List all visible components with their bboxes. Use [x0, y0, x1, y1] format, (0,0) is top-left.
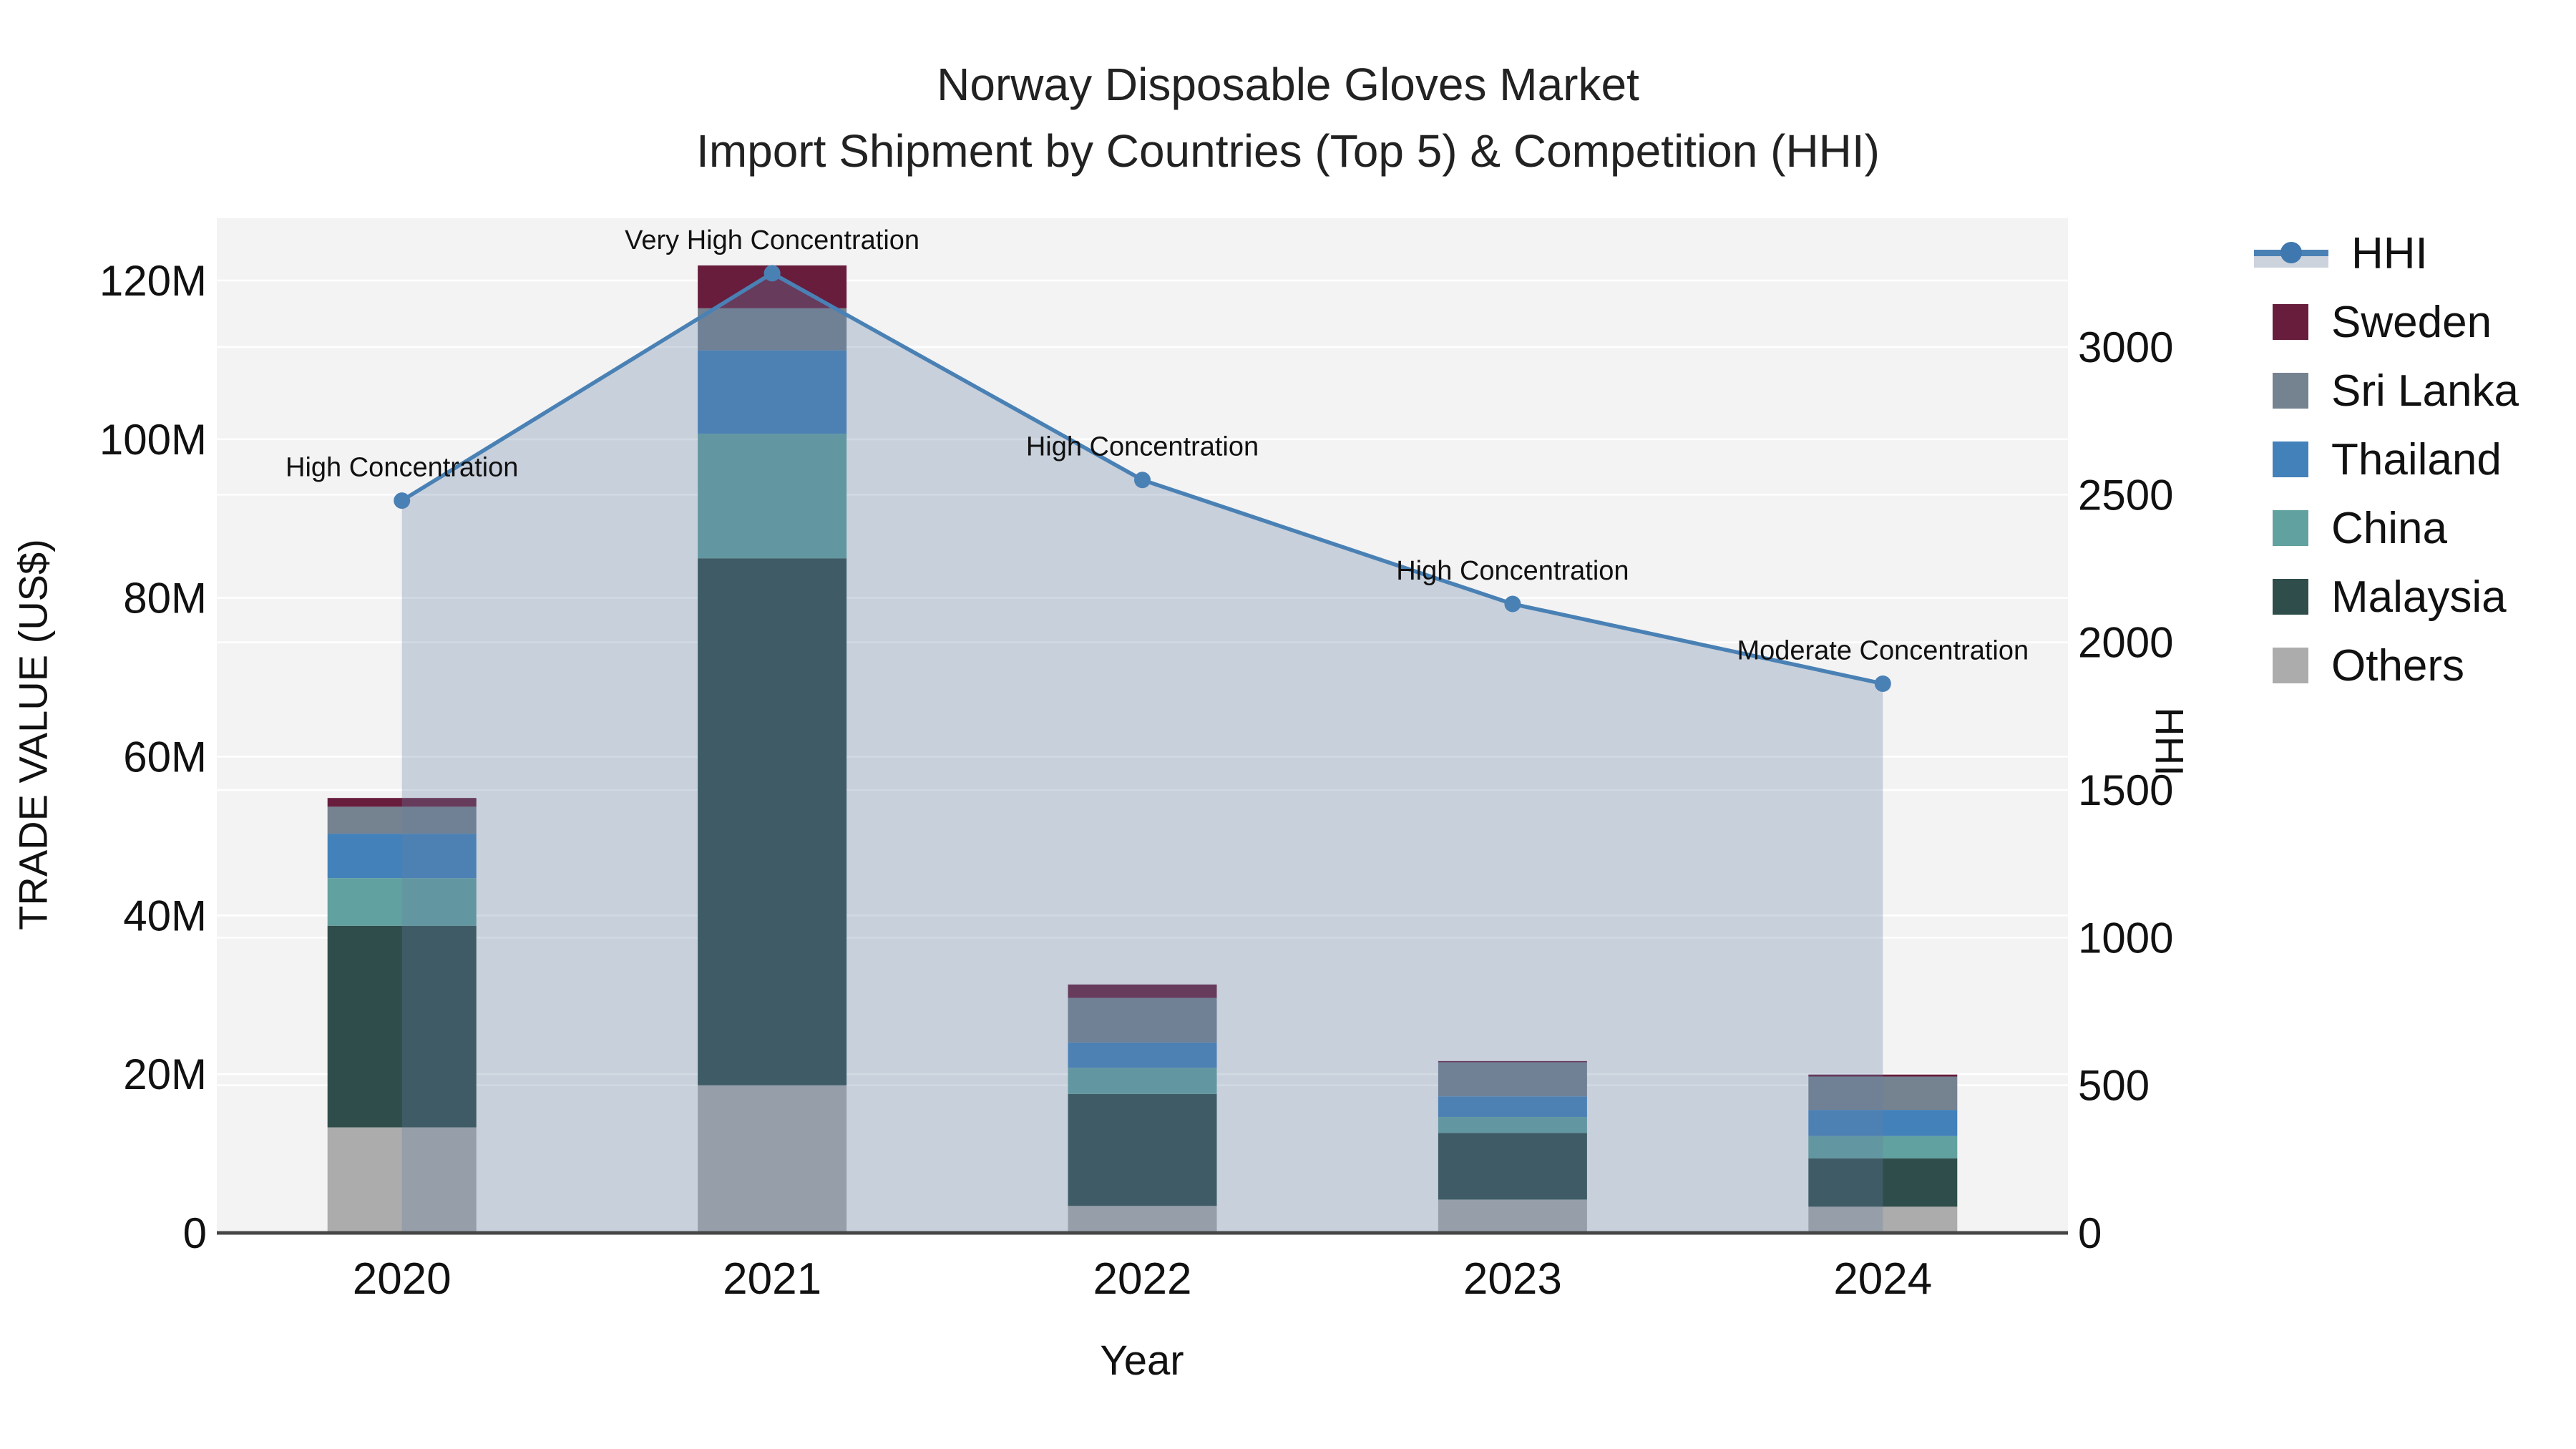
legend-item-sweden[interactable]: Sweden	[2254, 296, 2519, 348]
bar-segment-malaysia	[698, 558, 847, 1085]
bar-segment-malaysia	[1808, 1158, 1958, 1207]
legend-label: Others	[2331, 640, 2465, 691]
y-left-tick-label: 40M	[123, 892, 207, 940]
y-left-tick-label: 80M	[123, 575, 207, 623]
hhi-marker	[1504, 595, 1521, 613]
x-axis-title: Year	[1100, 1337, 1184, 1384]
hhi-annotation: High Concentration	[286, 453, 518, 483]
legend-label: China	[2331, 503, 2447, 553]
hhi-annotation: Moderate Concentration	[1737, 635, 2029, 665]
hhi-area-fill	[401, 273, 1883, 1233]
legend: HHI Sweden Sri Lanka Thailand China Mala…	[2254, 228, 2519, 708]
legend-item-thailand[interactable]: Thailand	[2254, 434, 2519, 485]
bar-segment-thailand	[1438, 1096, 1587, 1118]
legend-swatch-icon	[2273, 304, 2308, 340]
hhi-line-sample-icon	[2254, 238, 2328, 269]
hhi-marker	[1874, 675, 1891, 692]
y-axis-title-right: HHI	[2147, 707, 2192, 776]
bar-segment-china	[1438, 1117, 1587, 1133]
y-left-tick-label: 60M	[123, 733, 207, 781]
y-left-tick-label: 0	[183, 1209, 207, 1257]
bar-segment-malaysia	[1068, 1093, 1217, 1206]
bar-segment-china	[698, 434, 847, 559]
bar-segment-others	[1068, 1206, 1217, 1233]
bar-segment-others	[327, 1127, 477, 1233]
bar-segment-others	[698, 1085, 847, 1233]
bar-segment-sri-lanka	[698, 308, 847, 351]
legend-item-others[interactable]: Others	[2254, 640, 2519, 691]
bar-segment-malaysia	[327, 925, 477, 1128]
legend-item-hhi[interactable]: HHI	[2254, 228, 2519, 279]
legend-swatch-icon	[2273, 510, 2308, 546]
legend-swatch-icon	[2273, 373, 2308, 409]
legend-label: Thailand	[2331, 434, 2502, 484]
legend-label: HHI	[2351, 228, 2428, 278]
bar-segment-sri-lanka	[1808, 1076, 1958, 1111]
y-axis-title-left: TRADE VALUE (US$)	[10, 539, 56, 930]
bar-segment-sri-lanka	[1438, 1062, 1587, 1097]
bar-segment-malaysia	[1438, 1133, 1587, 1200]
bar-segment-sri-lanka	[1068, 997, 1217, 1043]
bar-segment-thailand	[1068, 1042, 1217, 1068]
y-left-tick-label: 120M	[99, 257, 207, 305]
x-tick-label: 2021	[723, 1254, 821, 1304]
stacked-bars	[327, 265, 1958, 1233]
bar-segment-others	[1808, 1206, 1958, 1233]
hhi-annotation: High Concentration	[1396, 556, 1629, 586]
bar-segment-thailand	[327, 834, 477, 879]
legend-label: Malaysia	[2331, 572, 2507, 622]
y-right-tick-label: 0	[2078, 1209, 2102, 1257]
chart-title-line1: Norway Disposable Gloves Market	[937, 59, 1639, 110]
bar-segment-sweden	[1068, 984, 1217, 998]
chart-title-line2: Import Shipment by Countries (Top 5) & C…	[696, 125, 1880, 177]
y-left-tick-label: 20M	[123, 1050, 207, 1098]
bar-segment-china	[1068, 1068, 1217, 1094]
y-right-tick-label: 1000	[2078, 914, 2173, 962]
legend-item-sri-lanka[interactable]: Sri Lanka	[2254, 365, 2519, 416]
legend-label: Sweden	[2331, 297, 2492, 347]
legend-item-malaysia[interactable]: Malaysia	[2254, 571, 2519, 623]
bar-segment-others	[1438, 1199, 1587, 1233]
bar-segment-sri-lanka	[327, 806, 477, 834]
legend-label: Sri Lanka	[2331, 366, 2519, 416]
x-tick-label: 2024	[1833, 1254, 1932, 1304]
hhi-marker	[1134, 472, 1151, 489]
hhi-annotation: Very High Concentration	[625, 225, 919, 255]
bar-segment-sweden	[327, 798, 477, 807]
bar-segment-sweden	[1808, 1074, 1958, 1077]
y-right-tick-label: 3000	[2078, 323, 2173, 371]
bar-segment-thailand	[698, 350, 847, 434]
legend-swatch-icon	[2273, 579, 2308, 615]
legend-swatch-icon	[2273, 441, 2308, 477]
x-tick-label: 2023	[1463, 1254, 1562, 1304]
y-right-tick-label: 2500	[2078, 471, 2173, 519]
x-tick-label: 2020	[353, 1254, 452, 1304]
bar-segment-china	[327, 878, 477, 926]
hhi-marker	[763, 265, 781, 282]
y-left-tick-label: 100M	[99, 416, 207, 464]
gridlines	[217, 279, 2068, 1086]
hhi-marker	[394, 492, 411, 509]
chart-title: Norway Disposable Gloves Market Import S…	[0, 52, 2576, 185]
bar-segment-china	[1808, 1136, 1958, 1158]
legend-item-china[interactable]: China	[2254, 502, 2519, 554]
x-tick-label: 2022	[1093, 1254, 1192, 1304]
legend-swatch-icon	[2273, 648, 2308, 683]
y-right-tick-label: 1500	[2078, 766, 2173, 814]
hhi-annotation: High Concentration	[1026, 432, 1259, 462]
y-right-tick-label: 500	[2078, 1062, 2150, 1110]
bar-segment-sweden	[1438, 1060, 1587, 1063]
bar-segment-thailand	[1808, 1110, 1958, 1136]
y-right-tick-label: 2000	[2078, 619, 2173, 667]
